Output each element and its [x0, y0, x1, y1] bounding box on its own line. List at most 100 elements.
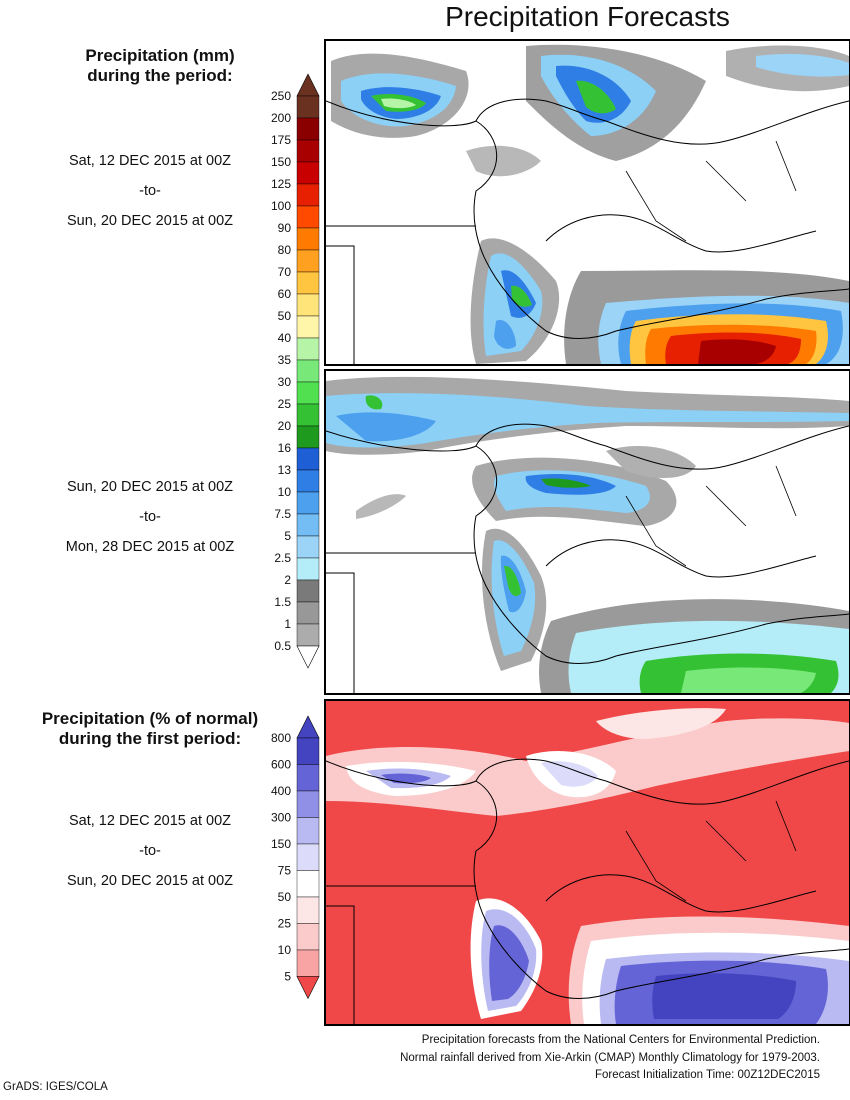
legend-mm-tick-label: 1.5: [274, 595, 291, 609]
legend-mm-tick-label: 2.5: [274, 551, 291, 565]
legend-pct-colorbar: 800 600 400 300 150 75 50 25 10 5: [271, 715, 320, 1000]
legend-mm-title-line1: Precipitation (mm): [85, 46, 235, 65]
legend-mm-cell: [296, 183, 320, 207]
legend-pct-cell: [296, 949, 320, 977]
legend-pct-tick-label: 5: [284, 970, 291, 984]
legend-pct-tick-label: 75: [278, 864, 292, 878]
legend-mm-tick-label: 175: [271, 133, 291, 147]
period-1-end: Sun, 20 DEC 2015 at 00Z: [66, 213, 234, 229]
legend-mm-cell: [296, 139, 320, 163]
page-title: Precipitation Forecasts: [445, 1, 730, 32]
legend-mm-tick-label: 70: [278, 265, 292, 279]
legend-mm-cell: [296, 293, 320, 317]
legend-pct-tick-label: 400: [271, 784, 291, 798]
legend-mm-cell: [296, 447, 320, 471]
legend-pct-tick-label: 300: [271, 811, 291, 825]
legend-mm-tick-label: 0.5: [274, 639, 291, 653]
period-2-start: Sun, 20 DEC 2015 at 00Z: [66, 479, 234, 495]
legend-mm-cell: [296, 557, 320, 581]
footer: Precipitation forecasts from the Nationa…: [260, 1032, 820, 1085]
legend-mm-cell: [296, 425, 320, 449]
legend-pct-cell: [296, 923, 320, 951]
legend-mm-cell: [296, 117, 320, 141]
period-3-start: Sat, 12 DEC 2015 at 00Z: [68, 813, 231, 829]
legend-mm-cell: [296, 513, 320, 537]
legend-pct-tick-label: 50: [278, 890, 292, 904]
legend-mm-tick-label: 7.5: [274, 507, 291, 521]
legend-mm-tick-label: 20: [278, 419, 292, 433]
legend-mm-title: Precipitation (mm) during the period:: [40, 46, 280, 86]
legend-mm-tick-label: 2: [284, 573, 291, 587]
legend-mm-tick-label: 200: [271, 111, 291, 125]
legend-mm-cell: [296, 227, 320, 251]
legend-mm-tick-label: 16: [278, 441, 292, 455]
legend-mm-cell: [296, 271, 320, 295]
map-forecast-period-2: [324, 369, 850, 695]
legend-mm-tick-label: 5: [284, 529, 291, 543]
legend-mm-cell: [296, 381, 320, 405]
legend-mm-tick-label: 250: [271, 89, 291, 103]
map-forecast-period-1: [324, 39, 850, 366]
legend-pct-top-arrow: [296, 715, 320, 739]
legend-mm-cell: [296, 491, 320, 515]
legend-pct-tick-label: 150: [271, 837, 291, 851]
legend-pct-tick-label: 25: [278, 917, 292, 931]
legend-pct-cell: [296, 870, 320, 898]
legend-mm-cell: [296, 249, 320, 273]
legend-pct-tick-label: 10: [278, 943, 292, 957]
legend-mm-tick-label: 150: [271, 155, 291, 169]
legend-mm-tick-label: 1: [284, 617, 291, 631]
period-3-end: Sun, 20 DEC 2015 at 00Z: [66, 873, 234, 889]
legend-mm-cell: [296, 95, 320, 119]
legend-mm-tick-label: 125: [271, 177, 291, 191]
legend-mm-tick-label: 50: [278, 309, 292, 323]
legend-mm-tick-label: 10: [278, 485, 292, 499]
legend-mm-cell: [296, 403, 320, 427]
footer-line2: Normal rainfall derived from Xie-Arkin (…: [400, 1051, 820, 1064]
legend-mm-title-line2: during the period:: [87, 66, 233, 85]
period-3-sep: -to-: [139, 843, 161, 859]
legend-mm-cell: [296, 469, 320, 493]
legend-mm-tick-label: 30: [278, 375, 292, 389]
legend-mm-tick-label: 60: [278, 287, 292, 301]
legend-mm-tick-label: 90: [278, 221, 292, 235]
legend-mm-tick-label: 35: [278, 353, 292, 367]
legend-pct-title: Precipitation (% of normal) during the f…: [30, 709, 270, 749]
legend-pct-cell: [296, 843, 320, 871]
footer-line3: Forecast Initialization Time: 00Z12DEC20…: [595, 1069, 820, 1081]
legend-mm-top-arrow: [296, 73, 320, 97]
legend-pct-title-line2: during the first period:: [58, 729, 242, 748]
legend-mm-cell: [296, 337, 320, 361]
legend-mm-cell: [296, 623, 320, 647]
period-1-start: Sat, 12 DEC 2015 at 00Z: [68, 153, 231, 169]
period-2-sep: -to-: [139, 509, 161, 525]
legend-pct-cell: [296, 896, 320, 924]
period-2-end: Mon, 28 DEC 2015 at 00Z: [65, 539, 235, 555]
legend-mm-tick-label: 100: [271, 199, 291, 213]
map-percent-of-normal: [324, 699, 850, 1026]
legend-pct-cell: [296, 737, 320, 765]
legend-mm-cell: [296, 315, 320, 339]
credit-text: GrADS: IGES/COLA: [3, 1081, 108, 1093]
legend-mm-tick-label: 40: [278, 331, 292, 345]
legend-mm-cell: [296, 579, 320, 603]
footer-line1: Precipitation forecasts from the Nationa…: [421, 1034, 820, 1046]
legend-mm-cell: [296, 205, 320, 229]
period-1-sep: -to-: [139, 183, 161, 199]
legend-pct-cell: [296, 790, 320, 818]
legend-mm-cell: [296, 359, 320, 383]
legend-mm-colorbar: 2502001751501251009080706050403530252016…: [271, 73, 320, 669]
legend-pct-bottom-arrow: [296, 976, 320, 1000]
legend-pct-title-line1: Precipitation (% of normal): [41, 709, 259, 728]
legend-mm-tick-label: 80: [278, 243, 292, 257]
legend-pct-tick-label: 800: [271, 731, 291, 745]
legend-mm-cell: [296, 161, 320, 185]
legend-mm-bottom-arrow: [296, 645, 320, 669]
legend-pct-cell: [296, 764, 320, 792]
legend-mm-tick-label: 13: [278, 463, 292, 477]
legend-pct-cell: [296, 817, 320, 845]
legend-mm-cell: [296, 535, 320, 559]
legend-mm-tick-label: 25: [278, 397, 292, 411]
legend-mm-cell: [296, 601, 320, 625]
legend-pct-tick-label: 600: [271, 758, 291, 772]
